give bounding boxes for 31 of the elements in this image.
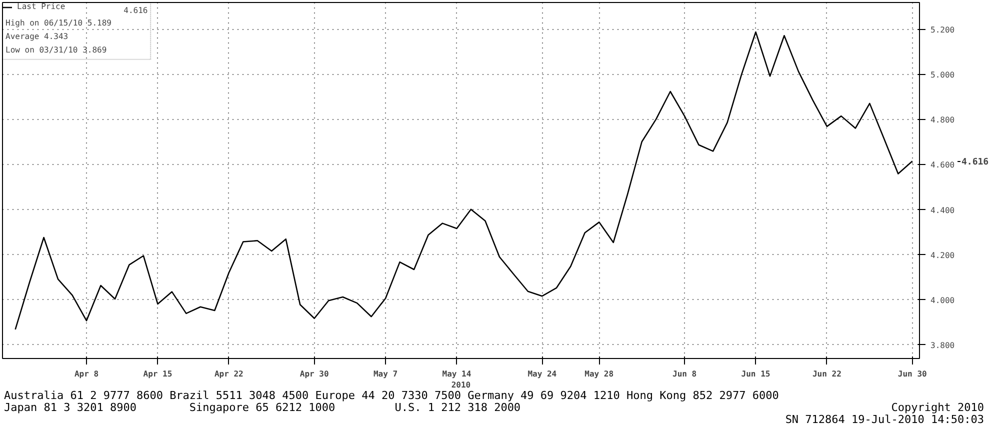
text: SN 712864 19-Jul-2010 14:50:03 xyxy=(785,413,984,426)
y-tick-label: 4.600 xyxy=(930,160,955,170)
annotation: 4.616 xyxy=(124,6,148,15)
text: 4.616 xyxy=(962,158,989,168)
x-tick-label: Jun 22 xyxy=(812,370,842,378)
x-tick-label: May 7 xyxy=(373,370,398,378)
text: Japan 81 3 3201 8900 Singapore 65 6212 1000 U.S. 1 212 318 2000 xyxy=(4,401,521,414)
x-tick-label: May 14 xyxy=(442,370,472,378)
y-tick-label: 5.200 xyxy=(930,26,955,35)
x-tick-label: Jun 30 xyxy=(898,370,928,378)
text: Australia 61 2 9777 8600 Brazil 5511 3048 4500 Europe 44 20 7330 7500 Germany 49 69 9204 1210 Hong Kong 852 2977 6000 xyxy=(4,389,779,402)
x-tick-label: May 28 xyxy=(584,370,614,378)
x-tick-label: Jun 15 xyxy=(741,370,770,378)
annotation: High on 06/15/10 5.189 xyxy=(6,18,112,28)
y-tick-label: 4.200 xyxy=(930,250,955,260)
x-tick-label: Jun 8 xyxy=(672,370,697,378)
annotation: Low on 03/31/10 3.869 xyxy=(6,45,107,54)
x-axis-title: 2010 xyxy=(451,380,471,390)
y-tick-label: 4.400 xyxy=(930,206,955,215)
y-tick-label: 4.000 xyxy=(930,296,955,305)
x-tick-label: May 24 xyxy=(528,370,557,378)
annotation: Average 4.343 xyxy=(6,32,68,41)
y-tick-label: 5.000 xyxy=(930,70,955,80)
x-tick-label: Apr 30 xyxy=(300,370,329,378)
text: Copyright 2010 xyxy=(891,401,984,414)
y-tick-label: 3.800 xyxy=(930,340,955,350)
x-tick-label: Apr 15 xyxy=(143,370,172,378)
legend-label: Last Price xyxy=(17,2,66,11)
y-tick-label: 4.800 xyxy=(930,116,955,125)
x-tick-label: Apr 22 xyxy=(214,370,244,378)
x-tick-label: Apr 8 xyxy=(74,370,99,378)
